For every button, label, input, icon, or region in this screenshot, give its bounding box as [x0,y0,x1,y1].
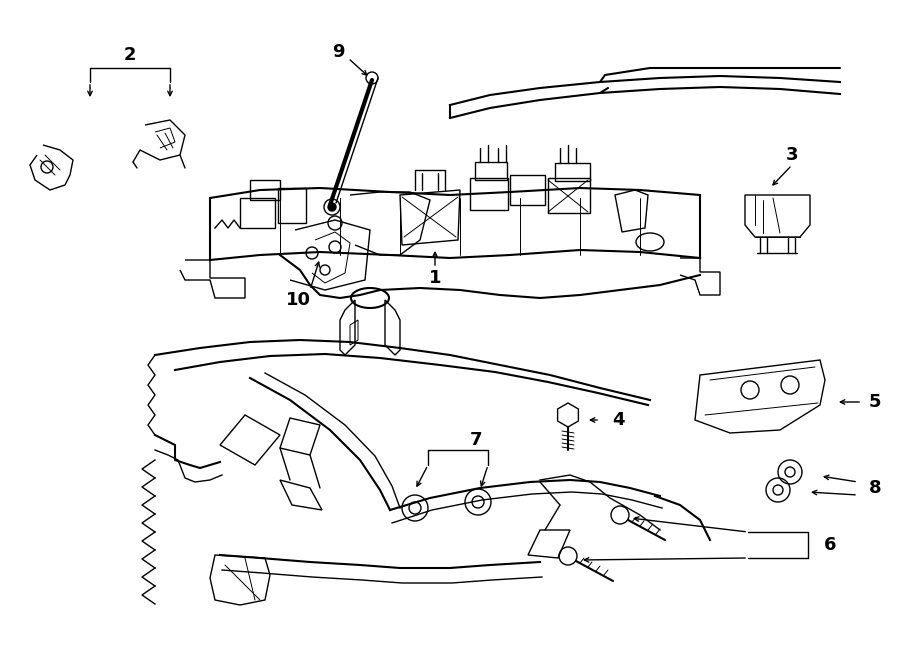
Bar [555,163,590,181]
Text: 9: 9 [332,43,344,61]
Text: 5: 5 [868,393,881,411]
Text: 8: 8 [868,479,881,497]
Text: 4: 4 [612,411,625,429]
Text: 6: 6 [824,536,836,554]
Text: 3: 3 [786,146,798,164]
Text: 10: 10 [285,291,310,309]
Bar [470,178,508,210]
Bar [240,198,275,228]
Text: 7: 7 [470,431,482,449]
Bar [250,180,280,200]
Text: 1: 1 [428,269,441,287]
Text: 2: 2 [124,46,136,64]
Bar [278,188,306,223]
Bar [548,178,590,213]
Circle shape [328,203,336,211]
Bar [510,175,545,205]
Bar [475,162,507,180]
